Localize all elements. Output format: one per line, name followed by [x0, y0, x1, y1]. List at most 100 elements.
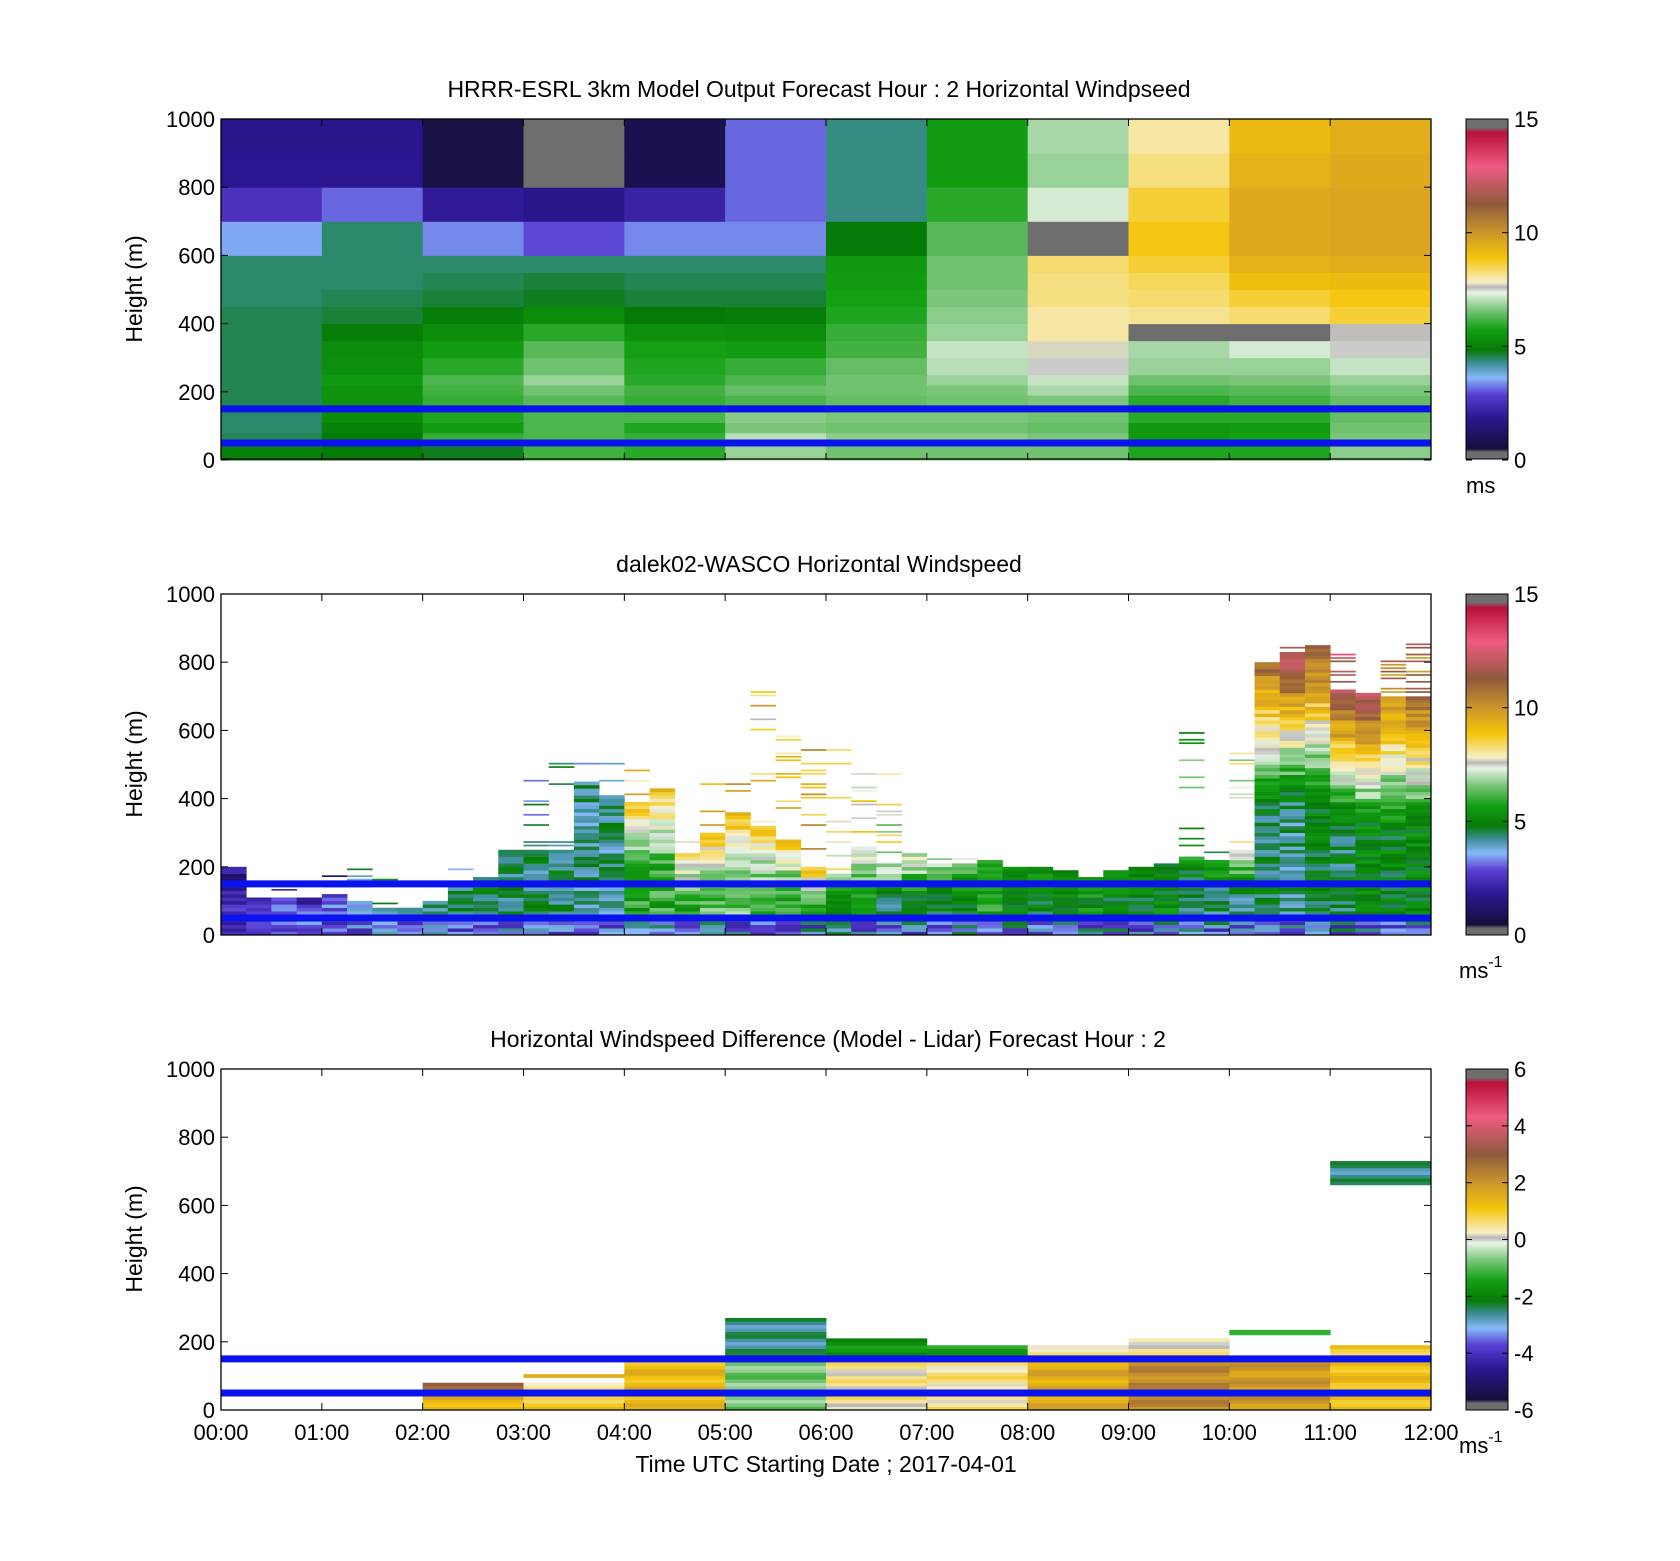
heatmap-cell [321, 340, 424, 359]
heatmap-cell [1355, 924, 1381, 929]
heatmap-cell [725, 931, 751, 936]
heatmap-cell [1002, 897, 1029, 902]
heatmap-cell [221, 921, 247, 926]
heatmap-cell [1229, 890, 1255, 895]
heatmap-cell [750, 894, 776, 898]
heatmap-cell [473, 894, 499, 898]
heatmap-cell [548, 841, 575, 843]
heatmap-cell [1330, 306, 1432, 325]
heatmap-cell [1254, 931, 1281, 936]
heatmap-cell [1355, 692, 1381, 697]
heatmap-cell [851, 924, 877, 929]
heatmap-cell [1355, 744, 1381, 748]
heatmap-cell [1128, 1372, 1230, 1377]
heatmap-cell [1027, 395, 1129, 406]
heatmap-cell [826, 1341, 928, 1346]
heatmap-cell [548, 873, 575, 878]
heatmap-cell [649, 853, 676, 857]
heatmap-cell [926, 395, 1029, 406]
heatmap-cell [1254, 825, 1281, 830]
colorbar-tick-label: 0 [1514, 1228, 1526, 1253]
heatmap-cell [1304, 655, 1331, 660]
heatmap-cell [422, 221, 524, 256]
heatmap-cell [775, 755, 802, 758]
heatmap-cell [1405, 744, 1432, 748]
heatmap-cell [800, 813, 827, 816]
heatmap-cell [800, 931, 827, 936]
heatmap-cell [901, 921, 928, 926]
heatmap-cell [1380, 788, 1407, 793]
heatmap-cell [1380, 825, 1407, 830]
heatmap-cell [372, 878, 398, 881]
heatmap-cell [1229, 752, 1255, 755]
heatmap-cell [1229, 887, 1255, 891]
heatmap-cell [573, 897, 600, 902]
heatmap-cell [1279, 822, 1306, 827]
heatmap-cell [321, 221, 424, 256]
heatmap-cell [699, 863, 726, 868]
heatmap-cell [1279, 730, 1306, 735]
heatmap-cell [1229, 340, 1331, 359]
heatmap-cell [1178, 921, 1205, 926]
heatmap-cell [1355, 750, 1381, 755]
heatmap-cell [523, 870, 550, 874]
heatmap-cell [573, 924, 600, 929]
heatmap-cell [1304, 859, 1331, 864]
heatmap-cell [447, 924, 474, 929]
heatmap-cell [1355, 894, 1381, 898]
heatmap-cell [649, 822, 676, 827]
heatmap-cell [624, 323, 726, 342]
heatmap-cell [649, 859, 676, 864]
heatmap-cell [1279, 720, 1306, 724]
heatmap-cell [649, 900, 676, 905]
heatmap-cell [674, 931, 701, 936]
heatmap-cell [1380, 754, 1407, 758]
heatmap-cell [901, 907, 928, 912]
heatmap-cell [725, 839, 751, 844]
heatmap-cell [1052, 931, 1079, 936]
heatmap-cell [725, 1382, 827, 1387]
heatmap-cell [725, 822, 751, 827]
heatmap-cell [1279, 921, 1306, 926]
heatmap-cell [1078, 894, 1104, 898]
heatmap-cell [725, 187, 827, 222]
heatmap-cell [1128, 911, 1155, 915]
heatmap-cell [447, 900, 474, 905]
heatmap-cell [1405, 842, 1432, 847]
heatmap-cell [1128, 907, 1155, 912]
heatmap-cell [1355, 866, 1381, 871]
heatmap-cell [1355, 808, 1381, 813]
heatmap-cell [1279, 859, 1306, 864]
heatmap-cell [296, 921, 323, 926]
heatmap-cell [1153, 904, 1180, 909]
colorbar-tick-label: 5 [1514, 334, 1526, 359]
heatmap-cell [876, 877, 903, 881]
heatmap-cell [725, 412, 827, 423]
heatmap-cell [1330, 709, 1356, 714]
heatmap-cell [548, 907, 575, 912]
heatmap-cell [725, 1365, 827, 1370]
panel-1-reference-lines [221, 405, 1431, 447]
heatmap-cell [1229, 866, 1255, 871]
heatmap-cell [1405, 795, 1432, 799]
heatmap-cell [1355, 778, 1381, 782]
heatmap-cell [826, 890, 852, 895]
heatmap-cell [1355, 781, 1381, 786]
heatmap-cell [397, 921, 424, 926]
heatmap-cell [599, 873, 625, 878]
heatmap-cell [321, 323, 424, 342]
y-tick-label: 0 [203, 1398, 215, 1423]
heatmap-cell [1178, 856, 1205, 861]
heatmap-cell [1204, 877, 1230, 881]
heatmap-cell [1254, 890, 1281, 895]
heatmap-cell [649, 849, 676, 854]
heatmap-cell [1204, 890, 1230, 895]
heatmap-cell [1304, 842, 1331, 847]
heatmap-cell [1027, 119, 1129, 154]
heatmap-cell [347, 911, 373, 915]
heatmap-cell [523, 1403, 625, 1407]
heatmap-cell [523, 1382, 625, 1387]
panel-2-title: dalek02-WASCO Horizontal Windspeed [616, 551, 1022, 577]
heatmap-cell [1330, 863, 1356, 868]
heatmap-cell [321, 907, 348, 912]
